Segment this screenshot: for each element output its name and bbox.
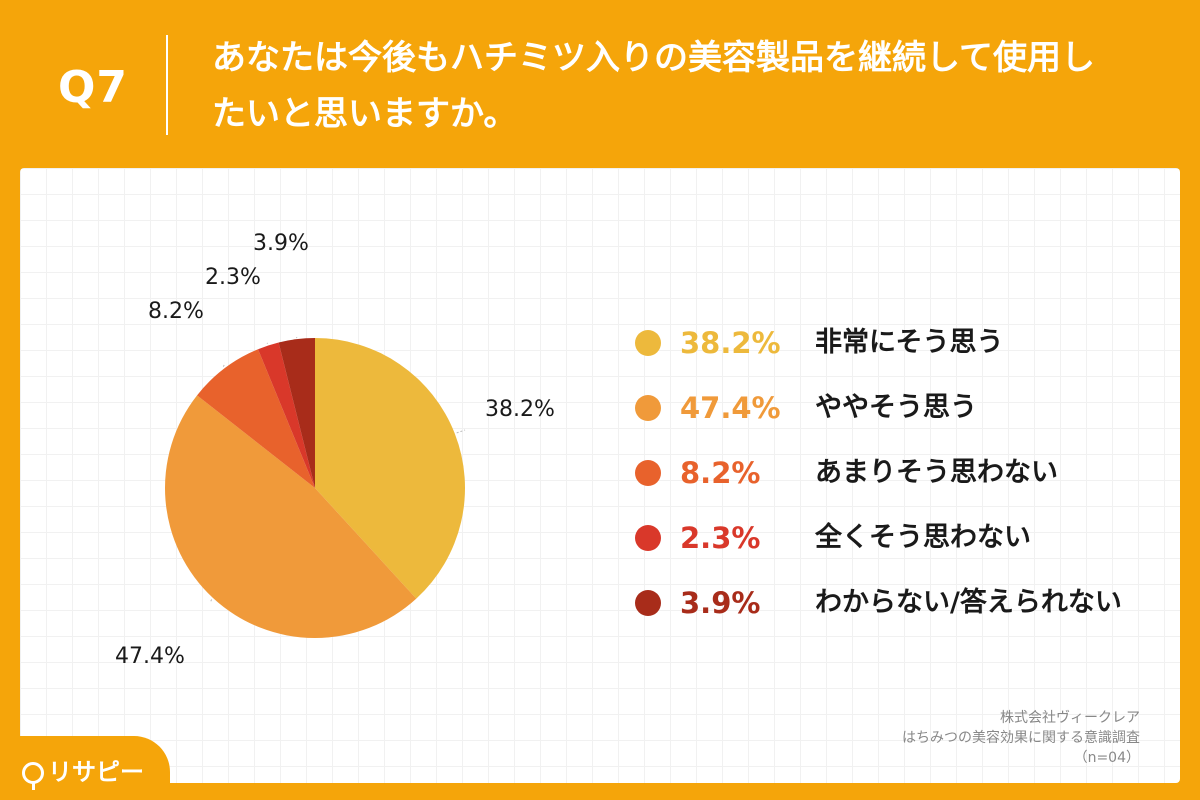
leader-line — [296, 336, 298, 339]
legend-percent: 2.3% — [680, 521, 761, 555]
legend-item: 2.3% 全くそう思わない — [635, 518, 1175, 558]
legend-label: ややそう思う — [815, 392, 977, 423]
source-note: 株式会社ヴィークレア はちみつの美容効果に関する意識調査 （n=04） — [902, 708, 1140, 768]
legend-item: 38.2% 非常にそう思う — [635, 323, 1175, 363]
slice-label: 38.2% — [485, 397, 555, 422]
legend-dot — [635, 590, 661, 616]
legend-dot — [635, 525, 661, 551]
pie-slice — [258, 342, 315, 488]
slice-label: 8.2% — [148, 299, 204, 324]
pie-chart: 38.2% 47.4% 8.2%2.3% 3.9% — [115, 231, 555, 669]
legend-percent: 8.2% — [680, 456, 761, 490]
pie-slice — [278, 338, 315, 488]
legend-label: 全くそう思わない — [815, 522, 1031, 553]
source-company: 株式会社ヴィークレア — [1000, 710, 1140, 726]
pie-slice — [315, 338, 466, 599]
legend-item: 8.2% あまりそう思わない — [635, 453, 1175, 493]
slice-label: 2.3% — [205, 265, 261, 290]
brand-logo: リサピー — [22, 752, 144, 790]
slice-label: 47.4% — [115, 644, 185, 669]
legend-item: 47.4% ややそう思う — [635, 388, 1175, 428]
source-sample: （n=04） — [1073, 750, 1140, 766]
legend-percent: 3.9% — [680, 586, 761, 620]
header: Q7 あなたは今後もハチミツ入りの美容製品を継続して使用したいと思いますか。 — [0, 0, 1200, 165]
pie-slice — [197, 349, 315, 488]
legend-item: 3.9% わからない/答えられない — [635, 583, 1175, 623]
header-divider — [166, 35, 168, 135]
legend-percent: 47.4% — [680, 391, 781, 425]
leader-line — [456, 429, 466, 434]
legend-percent: 38.2% — [680, 326, 781, 360]
chart-panel: 38.2% 47.4% 8.2% 2.3% 3.9% 38.2% 非常にそう思う 47.… — [20, 168, 1180, 783]
leader-line — [222, 362, 226, 367]
question-number: Q7 — [58, 62, 129, 113]
pin-icon — [22, 762, 44, 790]
legend-label: 非常にそう思う — [815, 327, 1004, 358]
question-text: あなたは今後もハチミツ入りの美容製品を継続して使用したいと思いますか。 — [212, 38, 1095, 134]
leader-line — [209, 599, 213, 604]
source-survey: はちみつの美容効果に関する意識調査 — [902, 730, 1140, 746]
leader-line — [266, 342, 268, 344]
legend-label: あまりそう思わない — [815, 457, 1058, 488]
pie-slice — [164, 395, 417, 638]
logo-text: リサピー — [48, 758, 144, 786]
legend-dot — [635, 395, 661, 421]
legend-label: わからない/答えられない — [815, 587, 1122, 618]
legend-dot — [635, 460, 661, 486]
slice-label: 3.9% — [253, 231, 309, 256]
legend-dot — [635, 330, 661, 356]
